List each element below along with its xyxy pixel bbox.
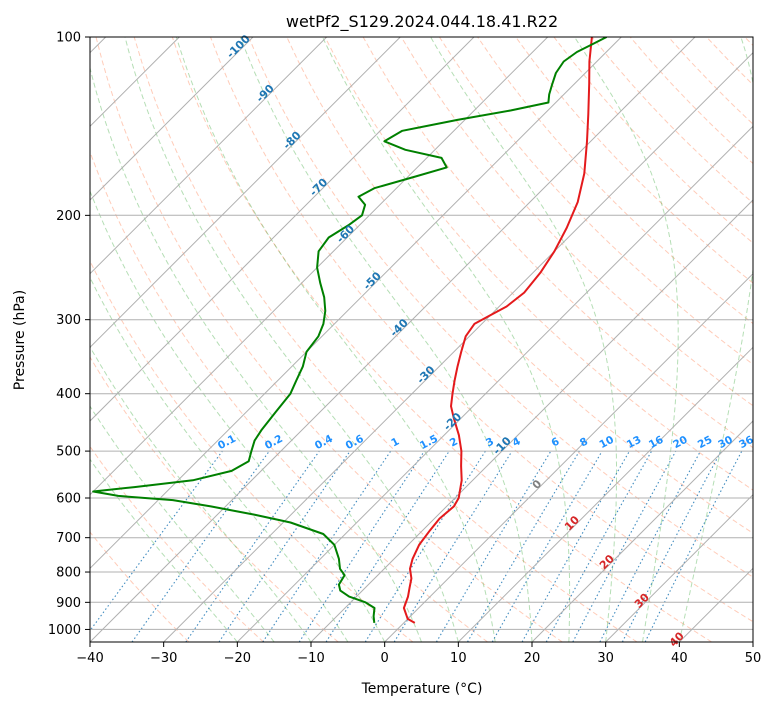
- dry-adiabat: [324, 37, 753, 491]
- mixing-ratio-line: [545, 450, 653, 642]
- dry-adiabat: [210, 37, 753, 623]
- dry-adiabat: [90, 445, 264, 642]
- isotherm-line: [236, 125, 753, 642]
- moist-adiabat: [90, 65, 422, 642]
- y-axis-label: Pressure (hPa): [12, 290, 28, 390]
- dry-adiabat: [90, 356, 339, 642]
- mixing-ratio-line: [325, 450, 450, 642]
- moist-adiabat: [574, 37, 679, 642]
- x-tick-label: −30: [150, 651, 177, 666]
- x-tick-label: 0: [381, 651, 389, 666]
- mixing-ratio-line: [218, 450, 351, 642]
- y-tick-label: 1000: [48, 623, 81, 638]
- isotherm-line: [90, 37, 549, 496]
- mixing-ratio-line: [131, 450, 270, 642]
- x-axis-label: Temperature (°C): [361, 681, 483, 697]
- moist-adiabat: [90, 405, 275, 642]
- isotherm-line: [384, 272, 753, 642]
- isotherm-line: [90, 37, 696, 642]
- y-tick-label: 400: [56, 387, 81, 402]
- mixing-ratio-line: [90, 450, 223, 632]
- grid-lines: [90, 37, 753, 642]
- x-tick-label: 10: [450, 651, 467, 666]
- x-tick-label: −20: [224, 651, 251, 666]
- moist-adiabat: [124, 37, 459, 642]
- background-lines: [90, 37, 753, 642]
- y-tick-label: 700: [56, 531, 81, 546]
- isotherm-line: [90, 37, 622, 570]
- isotherm-line: [531, 420, 753, 642]
- moist-adiabat: [239, 37, 533, 642]
- dry-adiabat: [515, 37, 753, 284]
- isotherm-line: [90, 37, 328, 275]
- x-tick-label: −40: [76, 651, 103, 666]
- x-tick-label: 30: [597, 651, 614, 666]
- mixing-ratio-line: [393, 450, 513, 642]
- isotherm-line: [90, 37, 401, 349]
- moist-adiabat: [90, 458, 238, 642]
- dry-adiabat: [248, 37, 753, 578]
- x-tick-label: −10: [297, 651, 324, 666]
- y-tick-label: 900: [56, 596, 81, 611]
- mixing-ratio-line: [644, 450, 743, 642]
- dry-adiabat: [90, 531, 190, 642]
- y-tick-label: 600: [56, 492, 81, 507]
- data-lines: [92, 37, 608, 624]
- dry-adiabat: [133, 37, 638, 642]
- isotherm-line: [310, 199, 753, 642]
- dewpoint-profile: [92, 37, 608, 624]
- mixing-ratio-line: [185, 450, 320, 642]
- dry-adiabat: [90, 150, 488, 642]
- y-tick-label: 100: [56, 31, 81, 46]
- isotherm-line: [457, 346, 753, 642]
- dry-adiabat: [95, 37, 563, 642]
- y-tick-label: 800: [56, 566, 81, 581]
- moist-adiabat: [90, 276, 349, 642]
- plot-frame: [89, 36, 754, 643]
- chart-title: wetPf2_S129.2024.044.18.41.R22: [286, 12, 558, 32]
- temperature-profile: [402, 37, 593, 624]
- moist-adiabat: [322, 37, 571, 642]
- x-tick-label: 40: [671, 651, 688, 666]
- mixing-ratio-line: [262, 450, 392, 642]
- dry-adiabat: [171, 37, 712, 642]
- moist-adiabat: [430, 37, 617, 642]
- x-tick-label: 20: [524, 651, 541, 666]
- dry-adiabat: [438, 37, 753, 366]
- dry-adiabat: [400, 37, 753, 407]
- y-tick-label: 300: [56, 313, 81, 328]
- x-tick-label: 50: [745, 651, 762, 666]
- mixing-ratio-line: [521, 450, 630, 642]
- moist-adiabat: [678, 37, 753, 642]
- isotherm-line: [90, 37, 475, 422]
- y-tick-label: 200: [56, 209, 81, 224]
- axis-ticks: −40 −30 −20 −10 0 10 20 30 40 50 100 200 300 400 500 60…: [48, 31, 761, 667]
- moist-adiabat: [175, 37, 496, 642]
- isotherm-line: [90, 37, 254, 201]
- y-tick-label: 500: [56, 445, 81, 460]
- isotherm-line: [605, 493, 753, 642]
- isotherm-line: [163, 51, 753, 642]
- mixing-ratio-line: [298, 450, 425, 642]
- mixing-ratio-line: [572, 450, 677, 642]
